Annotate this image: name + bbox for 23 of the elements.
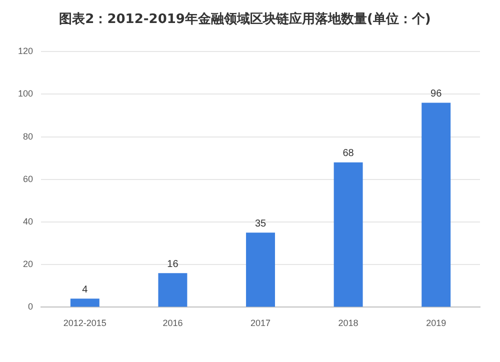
bar [246,232,275,307]
x-tick-label: 2016 [162,318,183,328]
y-tick-label: 120 [18,46,34,56]
data-label: 35 [254,218,267,230]
data-label: 4 [82,284,88,296]
x-tick-label: 2018 [338,318,358,328]
bar [70,298,100,307]
bar [422,102,451,307]
x-tick-label: 2012-2015 [63,318,106,328]
y-tick-label: 40 [23,216,34,226]
y-tick-label: 20 [23,259,34,270]
data-label: 96 [430,88,442,100]
data-label: 68 [342,148,354,160]
y-tick-label: 80 [23,131,34,142]
bar [334,162,363,307]
x-tick-label: 2019 [426,318,446,328]
bar [158,273,188,307]
data-label: 16 [167,258,179,270]
y-tick-label: 100 [18,88,34,99]
y-tick-label: 60 [23,174,34,184]
x-tick-label: 2017 [250,318,271,328]
chart-title: 图表2：2012-2019年金融领域区块链应用落地数量(单位：个) [59,11,431,28]
y-tick-label: 0 [28,302,34,312]
